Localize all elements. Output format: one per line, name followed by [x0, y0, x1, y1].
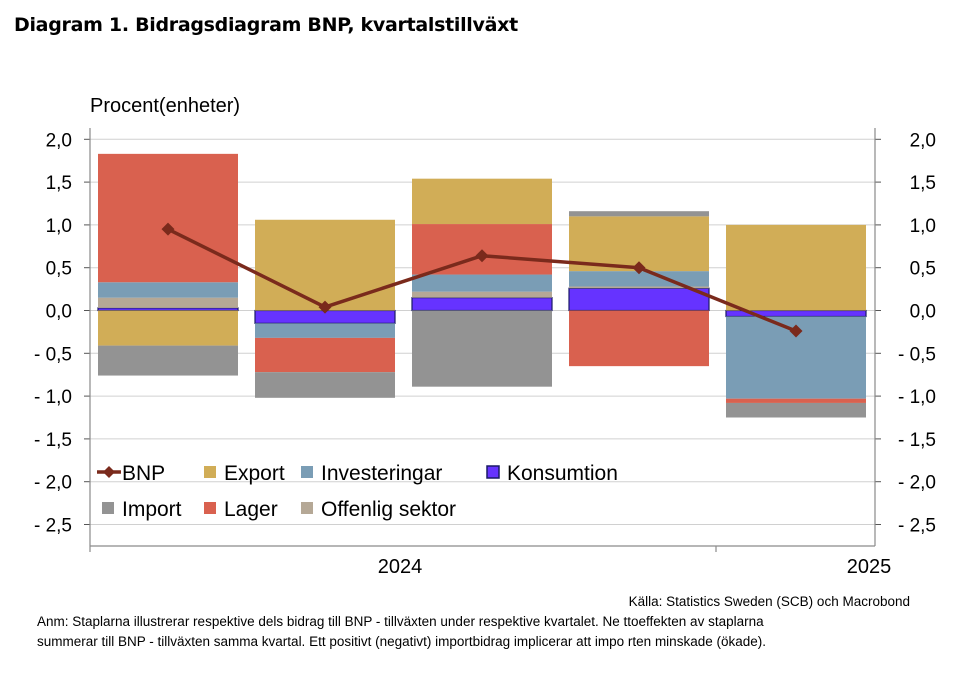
- x-category-label: 2025: [847, 556, 892, 578]
- legend-label: Lager: [224, 498, 278, 521]
- footnote-line-2: summerar till BNP - tillväxten samma kva…: [37, 634, 766, 649]
- legend-label: Konsumtion: [507, 462, 618, 485]
- bar-import: [726, 402, 866, 418]
- footnote-line-1: Anm: Staplarna illustrerar respektive de…: [37, 614, 764, 629]
- chart-title: Diagram 1. Bidragsdiagram BNP, kvartalst…: [14, 14, 518, 36]
- legend-swatch: [204, 466, 216, 478]
- bar-investeringar: [412, 274, 552, 292]
- bar-export: [255, 219, 395, 311]
- y-tick-label-left: - 1,5: [34, 430, 72, 451]
- y-tick-label-left: 0,5: [46, 259, 72, 280]
- bar-konsumtion: [411, 297, 553, 312]
- y-tick-label-right: 0,5: [910, 259, 936, 280]
- bnp-point: [318, 300, 332, 314]
- bnp-point: [789, 324, 803, 338]
- legend-swatch: [301, 466, 313, 478]
- bar-lager: [569, 310, 709, 367]
- y-tick-label-right: 1,5: [910, 173, 936, 194]
- y-tick-label-left: - 2,0: [34, 473, 72, 494]
- legend-label: Investeringar: [321, 462, 442, 485]
- bar-lager: [726, 398, 866, 403]
- bar-offenlig-sektor: [569, 286, 709, 289]
- y-tick-label-right: 1,0: [910, 216, 936, 237]
- bar-import: [412, 310, 552, 387]
- legend-label: Import: [122, 498, 182, 521]
- y-tick-label-left: 2,0: [46, 130, 72, 151]
- bar-konsumtion: [568, 287, 710, 312]
- y-tick-label-left: 1,5: [46, 173, 72, 194]
- bar-investeringar: [255, 323, 395, 338]
- y-tick-label-right: 0,0: [910, 302, 936, 323]
- y-tick-label-right: - 1,5: [898, 430, 936, 451]
- bar-export: [726, 224, 866, 311]
- bnp-line: [161, 222, 803, 338]
- x-category-label: 2024: [378, 556, 423, 578]
- bnp-point: [632, 261, 646, 275]
- y-tick-label-right: - 0,5: [898, 344, 936, 365]
- bnp-point: [475, 249, 489, 263]
- bar-investeringar: [98, 282, 238, 298]
- y-tick-label-right: - 1,0: [898, 387, 936, 408]
- bar-offenlig-sektor: [412, 291, 552, 298]
- bar-konsumtion: [97, 307, 239, 312]
- y-tick-label-right: 2,0: [910, 130, 936, 151]
- legend-label: Export: [224, 462, 285, 485]
- bar-import: [255, 372, 395, 398]
- y-axis-label: Procent(enheter): [90, 95, 240, 117]
- source-note: Källa: Statistics Sweden (SCB) och Macro…: [628, 594, 910, 609]
- legend-swatch: [102, 502, 114, 514]
- legend-swatch: [204, 502, 216, 514]
- y-tick-label-right: - 2,0: [898, 473, 936, 494]
- y-tick-label-left: 0,0: [46, 302, 72, 323]
- bar-offenlig-sektor: [98, 297, 238, 308]
- y-tick-label-left: - 1,0: [34, 387, 72, 408]
- bnp-point: [161, 222, 175, 236]
- y-tick-label-left: - 0,5: [34, 344, 72, 365]
- bar-export: [98, 310, 238, 346]
- y-tick-label-right: - 2,5: [898, 516, 936, 537]
- bar-import: [569, 211, 709, 217]
- bar-export: [412, 178, 552, 225]
- y-tick-label-left: 1,0: [46, 216, 72, 237]
- legend-label: BNP: [122, 462, 165, 485]
- bar-lager: [255, 337, 395, 373]
- legend: BNP Export Investeringar Konsumtion Import La…: [97, 462, 618, 521]
- legend-marker-bnp: [103, 466, 115, 478]
- axes: 2,0 2,0 1,5 1,5 1,0 1,0 0,5 0,5 0,0 0,0 - 0,5 - 0,5…: [34, 95, 936, 578]
- bar-lager: [98, 153, 238, 283]
- legend-label: Offenlig sektor: [321, 498, 456, 521]
- legend-swatch: [301, 502, 313, 514]
- bars: [97, 153, 867, 418]
- bar-import: [98, 345, 238, 376]
- y-tick-label-left: - 2,5: [34, 516, 72, 537]
- legend-swatch: [486, 465, 500, 479]
